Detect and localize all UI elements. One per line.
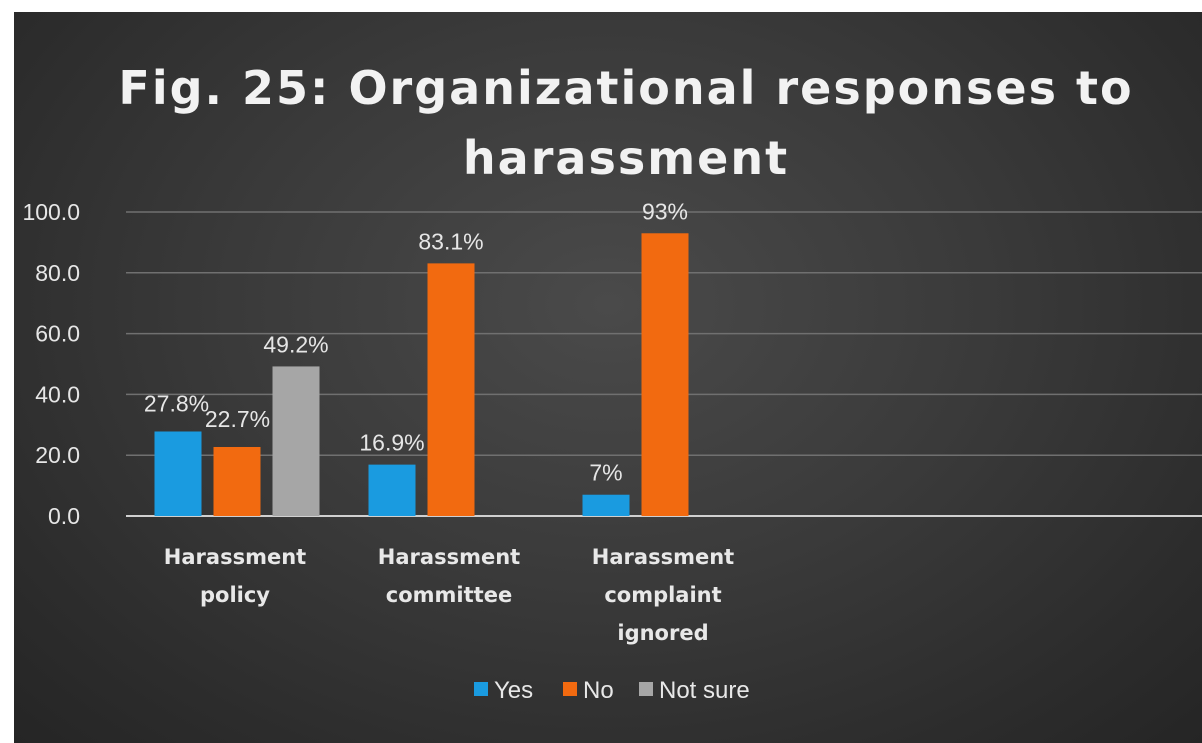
category-label: committee: [386, 583, 512, 607]
category-label: ignored: [617, 621, 708, 645]
category-label: Harassment: [592, 545, 734, 569]
bar-chart: Fig. 25: Organizational responses to har…: [22, 61, 1202, 704]
y-tick-label: 20.0: [35, 442, 80, 468]
legend-label: Yes: [494, 677, 533, 704]
bar-no: [427, 263, 475, 516]
legend-swatch-no: [563, 682, 577, 696]
data-label: 83.1%: [418, 228, 483, 254]
bars: [154, 233, 689, 516]
legend-swatch-not-sure: [639, 682, 653, 696]
legend-swatch-yes: [474, 682, 488, 696]
category-label: complaint: [604, 583, 721, 607]
bar-yes: [368, 464, 416, 516]
chart-title-line-2: harassment: [463, 131, 789, 185]
y-tick-label: 60.0: [35, 321, 80, 347]
data-label: 49.2%: [263, 331, 328, 357]
bar-no: [213, 446, 261, 516]
data-label: 16.9%: [359, 430, 424, 456]
data-label: 27.8%: [144, 390, 209, 416]
legend: Yes No Not sure: [474, 677, 750, 704]
data-label: 7%: [589, 460, 622, 486]
y-tick-label: 0.0: [48, 503, 80, 529]
legend-label: Not sure: [659, 677, 750, 704]
data-label: 93%: [642, 198, 688, 224]
chart-title: Fig. 25: Organizational responses to har…: [118, 61, 1133, 185]
data-label: 22.7%: [205, 406, 270, 432]
chart-title-line-1: Fig. 25: Organizational responses to: [118, 61, 1133, 115]
legend-label: No: [583, 677, 614, 704]
category-label: policy: [200, 583, 270, 607]
y-tick-label: 100.0: [22, 199, 80, 225]
category-label: Harassment: [164, 545, 306, 569]
data-labels: 27.8%22.7% 49.2% 16.9% 83.1% 7% 93%: [144, 198, 688, 485]
bar-yes: [154, 431, 202, 516]
y-axis: 0.0 20.0 40.0 60.0 80.0 100.0: [22, 199, 80, 529]
category-label: Harassment: [378, 545, 520, 569]
bar-not-sure: [272, 366, 320, 516]
chart-frame: Fig. 25: Organizational responses to har…: [14, 12, 1202, 743]
bar-no: [641, 233, 689, 516]
x-axis-categories: Harassment policy Harassment committee Haras…: [164, 545, 734, 645]
y-tick-label: 40.0: [35, 381, 80, 407]
bar-yes: [582, 494, 630, 516]
y-tick-label: 80.0: [35, 260, 80, 286]
